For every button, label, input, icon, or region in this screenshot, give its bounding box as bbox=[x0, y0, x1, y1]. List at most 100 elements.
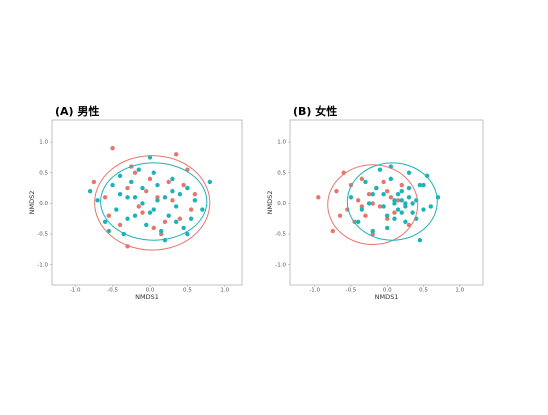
point bbox=[102, 195, 108, 200]
point bbox=[316, 195, 321, 200]
point bbox=[147, 155, 153, 160]
point bbox=[374, 185, 379, 191]
point bbox=[106, 228, 112, 234]
point bbox=[399, 210, 404, 215]
point bbox=[185, 185, 190, 191]
point bbox=[155, 198, 160, 203]
x-tick-label: -1.0 bbox=[70, 288, 81, 294]
point bbox=[102, 219, 108, 225]
point bbox=[192, 198, 198, 203]
point bbox=[377, 204, 383, 209]
y-tick-label: 0.0 bbox=[39, 201, 48, 207]
point bbox=[392, 216, 397, 221]
point bbox=[417, 182, 423, 188]
point bbox=[151, 225, 156, 231]
point bbox=[151, 207, 156, 212]
point bbox=[200, 207, 205, 212]
point bbox=[356, 198, 361, 203]
point bbox=[110, 182, 115, 188]
point bbox=[392, 198, 397, 203]
x-tick-label: 0.0 bbox=[383, 288, 392, 294]
point bbox=[129, 179, 134, 185]
y-tick-label: 0.0 bbox=[277, 201, 286, 207]
point bbox=[95, 198, 100, 203]
point bbox=[385, 225, 390, 231]
point bbox=[155, 182, 160, 188]
point bbox=[377, 167, 383, 172]
point bbox=[366, 201, 372, 206]
x-axis-label: NMDS1 bbox=[135, 293, 159, 301]
point bbox=[147, 210, 153, 215]
point bbox=[144, 188, 149, 194]
point bbox=[410, 210, 415, 215]
point bbox=[132, 195, 138, 200]
point bbox=[359, 176, 365, 182]
point bbox=[173, 204, 179, 209]
point bbox=[334, 188, 339, 194]
point bbox=[151, 170, 156, 175]
point bbox=[140, 185, 145, 191]
x-tick-label: 0.5 bbox=[419, 288, 428, 294]
point bbox=[399, 188, 404, 194]
point bbox=[392, 201, 397, 206]
point bbox=[406, 195, 412, 200]
point bbox=[166, 179, 171, 185]
point bbox=[162, 195, 168, 200]
point bbox=[185, 231, 190, 237]
y-tick-label: -1.0 bbox=[275, 262, 286, 268]
point bbox=[330, 228, 336, 234]
y-tick-label: 1.0 bbox=[277, 140, 286, 146]
point bbox=[395, 207, 401, 212]
point bbox=[114, 207, 119, 212]
point bbox=[173, 152, 179, 157]
point bbox=[421, 207, 426, 212]
point bbox=[424, 173, 430, 179]
point bbox=[117, 222, 123, 228]
plot-frame bbox=[51, 119, 243, 286]
point bbox=[140, 201, 145, 206]
point bbox=[170, 198, 175, 203]
x-tick-label: -0.5 bbox=[346, 288, 357, 294]
y-tick-label: -1.0 bbox=[37, 262, 48, 268]
point bbox=[406, 170, 412, 175]
point bbox=[140, 210, 145, 215]
point bbox=[399, 182, 404, 188]
point bbox=[359, 204, 365, 209]
point bbox=[366, 192, 372, 197]
point bbox=[385, 216, 390, 221]
point bbox=[125, 195, 130, 200]
point bbox=[337, 213, 343, 218]
y-axis-label: NMDS2 bbox=[28, 191, 36, 215]
point bbox=[417, 238, 423, 243]
point bbox=[91, 179, 97, 185]
confidence-ellipse bbox=[327, 164, 419, 246]
point bbox=[403, 219, 408, 225]
point bbox=[406, 185, 412, 191]
confidence-ellipse bbox=[94, 155, 211, 251]
point bbox=[392, 210, 397, 215]
point bbox=[410, 201, 415, 206]
point bbox=[155, 195, 160, 200]
point bbox=[403, 201, 408, 206]
point bbox=[87, 188, 93, 194]
point bbox=[166, 213, 171, 218]
point bbox=[170, 188, 175, 194]
x-tick-label: -1.0 bbox=[309, 288, 320, 294]
point bbox=[406, 222, 412, 228]
x-axis-label: NMDS1 bbox=[375, 293, 399, 301]
point bbox=[359, 207, 365, 212]
point bbox=[181, 225, 186, 231]
point bbox=[421, 182, 426, 188]
point bbox=[370, 228, 375, 234]
panel-title: (B) 女性 bbox=[293, 104, 337, 118]
point bbox=[136, 167, 141, 172]
panel-title: (A) 男性 bbox=[55, 104, 99, 118]
point bbox=[170, 176, 175, 182]
point bbox=[356, 219, 361, 225]
x-tick-label: 1.0 bbox=[455, 288, 464, 294]
point bbox=[381, 192, 386, 197]
point bbox=[363, 213, 368, 218]
point bbox=[370, 201, 375, 206]
y-axis-label: NMDS2 bbox=[266, 191, 274, 215]
point bbox=[147, 176, 153, 182]
